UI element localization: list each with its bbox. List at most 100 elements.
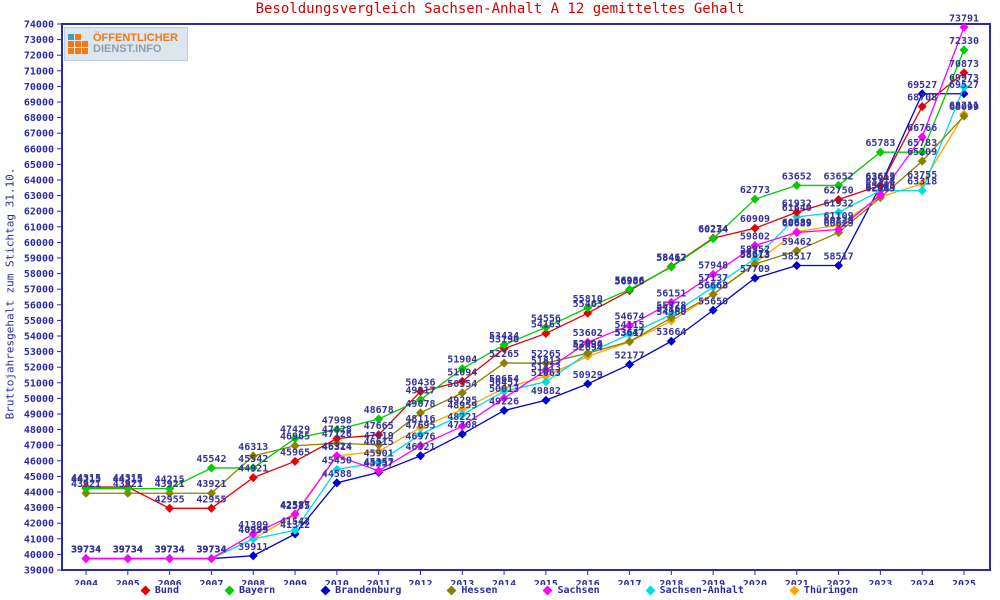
- series-labels-sachsen-anhalt: 39734 39734 39734 39734 40999 41542 45450 45901…: [71, 73, 979, 556]
- value-label: 39734: [71, 545, 101, 556]
- value-label: 44215: [71, 475, 101, 486]
- value-label: 45965: [280, 447, 310, 458]
- value-label: 69527: [907, 80, 937, 91]
- value-label: 39734: [196, 545, 226, 556]
- value-label: 56663: [698, 280, 728, 291]
- data-point-sachsen-anhalt-2017: [624, 329, 635, 339]
- value-label: 66766: [907, 123, 937, 134]
- series-labels-brandenburg: 39734 39734 39734 39734 39911 41312 44588 45257…: [71, 80, 979, 556]
- data-point-hessen-2007: [206, 488, 216, 498]
- plot-area: 74000 73000 72000 71000 70000 69000 68000 67000…: [24, 13, 991, 585]
- value-label: 57709: [740, 264, 770, 275]
- x-tick-label: 2009: [283, 579, 307, 585]
- value-label: 48221: [447, 412, 477, 423]
- series-labels-sachsen: 39734 39734 39734 39734 41309 42587 46324 45357…: [71, 13, 979, 555]
- value-label: 58517: [782, 252, 812, 263]
- data-point-sachsen-anhalt-2008: [248, 534, 258, 544]
- series-labels-bayern: 44215 44215 44215 45542 45542 47429 47998 48678…: [71, 36, 979, 486]
- y-tick-label: 68000: [24, 113, 54, 124]
- y-tick-label: 67000: [24, 129, 54, 140]
- plot-frame: [61, 23, 991, 571]
- value-label: 62750: [824, 186, 854, 197]
- value-label: 39734: [71, 545, 101, 556]
- y-tick-label: 53000: [24, 347, 54, 358]
- data-point-bund-2007: [206, 503, 216, 513]
- value-label: 49882: [531, 386, 561, 397]
- value-label: 51904: [447, 355, 477, 366]
- value-label: 53602: [573, 328, 603, 339]
- data-point-bund-2016: [583, 308, 593, 318]
- legend-item-sachsen-anhalt: Sachsen-Anhalt: [645, 585, 744, 596]
- value-label: 44588: [322, 469, 352, 480]
- value-label: 50436: [405, 378, 435, 389]
- value-label: 58417: [656, 253, 686, 264]
- value-label: 56906: [614, 277, 644, 288]
- value-label: 55378: [656, 301, 686, 312]
- data-point-bayern-2018: [666, 262, 676, 272]
- value-label: 62869: [865, 184, 895, 195]
- legend-marker-bayern: [224, 585, 235, 596]
- site-logo[interactable]: ÖFFENTLICHER DIENST.INFO: [64, 27, 188, 61]
- value-label: 50654: [489, 374, 519, 385]
- y-tick-label: 42000: [24, 519, 54, 530]
- value-label: 47665: [364, 421, 394, 432]
- value-label: 58517: [824, 252, 854, 263]
- y-axis: 74000 73000 72000 71000 70000 69000 68000 67000…: [24, 20, 62, 577]
- legend-label: Brandenburg: [335, 585, 402, 596]
- value-label: 49078: [405, 399, 435, 410]
- value-label: 52694: [573, 342, 603, 353]
- logo-text: ÖFFENTLICHER DIENST.INFO: [93, 33, 178, 55]
- value-label: 63318: [865, 177, 895, 188]
- value-label: 39734: [196, 545, 226, 556]
- value-label: 49295: [447, 395, 477, 406]
- value-label: 39734: [196, 545, 226, 556]
- x-tick-label: 2024: [910, 579, 934, 585]
- legend-label: Thüringen: [803, 585, 859, 596]
- x-tick-label: 2017: [617, 579, 641, 585]
- legend-item-brandenburg: Brandenburg: [320, 585, 402, 596]
- value-label: 54115: [614, 320, 644, 331]
- value-label: 63619: [865, 172, 895, 183]
- y-tick-label: 62000: [24, 207, 54, 218]
- value-label: 39734: [113, 545, 143, 556]
- value-label: 55463: [573, 299, 603, 310]
- y-tick-label: 51000: [24, 378, 54, 389]
- value-label: 68099: [949, 102, 979, 113]
- x-tick-label: 2010: [325, 579, 349, 585]
- data-point-sachsen-2019: [708, 269, 718, 279]
- value-label: 51063: [531, 368, 561, 379]
- value-label: 60909: [740, 214, 770, 225]
- x-tick-label: 2023: [868, 579, 892, 585]
- legend-marker-hessen: [446, 585, 457, 596]
- value-label: 48959: [447, 401, 477, 412]
- x-tick-label: 2012: [408, 579, 432, 585]
- value-label: 60629: [824, 219, 854, 230]
- data-point-brandenburg-2016: [583, 379, 593, 389]
- value-label: 56986: [614, 275, 644, 286]
- legend-marker-bund: [140, 585, 151, 596]
- data-point-brandenburg-2022: [834, 261, 844, 271]
- value-label: 53617: [614, 328, 644, 339]
- data-point-brandenburg-2018: [666, 336, 676, 346]
- x-tick-label: 2016: [576, 579, 600, 585]
- value-label: 43921: [155, 479, 185, 490]
- data-point-brandenburg-2008: [248, 551, 258, 561]
- value-label: 49917: [405, 386, 435, 397]
- value-label: 47126: [322, 429, 352, 440]
- value-label: 46313: [238, 442, 268, 453]
- series-line-hessen: [81, 111, 969, 498]
- value-label: 54960: [656, 307, 686, 318]
- series-labels-hessen: 43921 43921 43921 43921 46313 46965 47126 47019…: [71, 102, 979, 490]
- y-tick-label: 69000: [24, 98, 54, 109]
- y-tick-label: 43000: [24, 503, 54, 514]
- value-label: 52894: [573, 339, 603, 350]
- value-label: 50354: [447, 379, 477, 390]
- value-label: 41542: [280, 516, 310, 527]
- data-point-sachsen-2008: [248, 529, 258, 539]
- value-label: 63655: [865, 171, 895, 182]
- chart-legend: Bund Bayern Brandenburg Hessen Sachsen Sachse…: [0, 585, 1000, 596]
- value-label: 61109: [824, 211, 854, 222]
- value-label: 48678: [364, 405, 394, 416]
- data-point-sachsen-2015: [541, 365, 551, 375]
